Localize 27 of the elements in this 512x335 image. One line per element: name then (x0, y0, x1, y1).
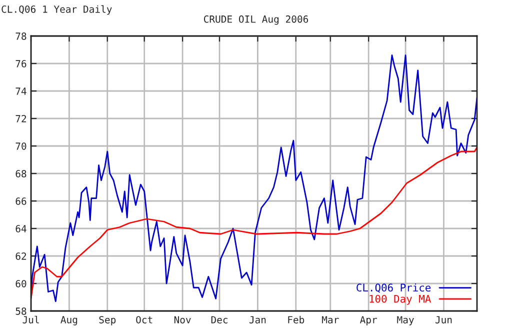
x-tick-label: Aug (60, 316, 78, 326)
y-tick-label: 62 (16, 252, 26, 260)
x-tick-label: Oct (136, 316, 152, 324)
legend-label: CL.Q06 Price (356, 283, 431, 293)
legend-label: 100 Day MA (370, 294, 431, 305)
chart-subtitle: CL.Q06 1 Year Daily (2, 5, 112, 15)
x-tick-label: Mar (322, 316, 339, 324)
y-tick-label: 60 (16, 280, 26, 288)
x-tick-label: Jan (249, 316, 266, 324)
y-tick-label: 66 (16, 198, 26, 205)
x-tick-label: Jun (435, 316, 452, 324)
x-tick-label: Feb (288, 316, 304, 324)
x-tick-label: Sep (99, 316, 116, 326)
y-tick-label: 74 (16, 88, 26, 95)
x-tick-label: Apr (360, 316, 377, 326)
y-tick-label: 72 (16, 115, 26, 122)
x-tick-label: Jul (22, 316, 39, 324)
x-tick-label: Dec (211, 316, 228, 324)
chart-title: CRUDE OIL Aug 2006 (204, 15, 308, 25)
y-tick-label: 58 (16, 308, 26, 315)
y-tick-label: 64 (16, 225, 26, 232)
y-tick-label: 78 (16, 32, 26, 40)
x-tick-label: Nov (174, 316, 191, 324)
y-tick-label: 70 (16, 142, 26, 150)
y-tick-label: 68 (16, 170, 26, 178)
y-tick-label: 76 (16, 60, 26, 68)
x-tick-label: May (397, 316, 414, 326)
